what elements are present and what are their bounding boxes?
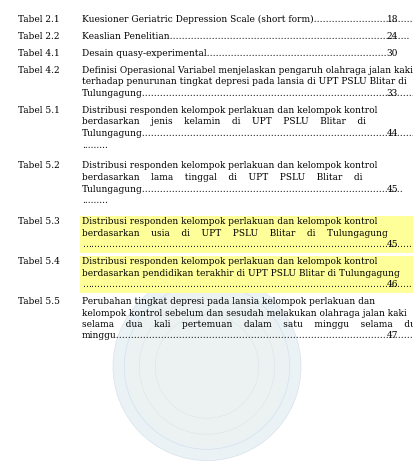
Text: Tabel 4.1: Tabel 4.1 xyxy=(18,49,59,58)
Text: Tabel 5.5: Tabel 5.5 xyxy=(18,297,60,306)
Text: 45: 45 xyxy=(385,240,397,249)
Text: Tabel 5.3: Tabel 5.3 xyxy=(18,217,59,226)
Text: 45: 45 xyxy=(385,185,397,194)
Text: Desain quasy-experimental……………………………………………………: Desain quasy-experimental………………………………………… xyxy=(82,49,386,58)
Text: 44: 44 xyxy=(386,129,397,138)
Text: Keaslian Penelitian……………………………………………………………………..: Keaslian Penelitian………………………………………………………… xyxy=(82,32,408,41)
Text: selama    dua    kali    pertemuan    dalam    satu    minggu    selama    dua: selama dua kali pertemuan dalam satu min… xyxy=(82,320,413,329)
Text: Tabel 2.2: Tabel 2.2 xyxy=(18,32,59,41)
Text: 47: 47 xyxy=(386,331,397,340)
Text: minggu…………………………………………………………………………………………: minggu………………………………………………………………………………………… xyxy=(82,331,413,340)
Ellipse shape xyxy=(127,287,286,446)
Text: 30: 30 xyxy=(386,49,397,58)
Text: Distribusi responden kelompok perlakuan dan kelompok kontrol: Distribusi responden kelompok perlakuan … xyxy=(82,217,377,226)
Text: .........: ......... xyxy=(82,196,108,205)
Text: 18: 18 xyxy=(386,15,397,24)
Text: Distribusi responden kelompok perlakuan dan kelompok kontrol: Distribusi responden kelompok perlakuan … xyxy=(82,257,377,266)
Text: .........: ......... xyxy=(82,141,108,149)
Text: Tulungagung……………………………………………………………………………: Tulungagung…………………………………………………………………………… xyxy=(82,185,403,194)
Text: berdasarkan    usia    di    UPT    PSLU    Blitar    di    Tulungagung: berdasarkan usia di UPT PSLU Blitar di T… xyxy=(82,228,387,237)
Text: berdasarkan    lama    tinggal    di    UPT    PSLU    Blitar    di: berdasarkan lama tinggal di UPT PSLU Bli… xyxy=(82,173,362,182)
FancyBboxPatch shape xyxy=(80,216,413,252)
FancyBboxPatch shape xyxy=(80,256,413,292)
Text: Definisi Operasional Variabel menjelaskan pengaruh olahraga jalan kaki: Definisi Operasional Variabel menjelaska… xyxy=(82,66,412,75)
Text: Kuesioner Geriatric Depression Scale (short form)………………………………......: Kuesioner Geriatric Depression Scale (sh… xyxy=(82,15,413,24)
Ellipse shape xyxy=(113,273,300,461)
Text: Tabel 4.2: Tabel 4.2 xyxy=(18,66,59,75)
Text: ……………………………………………………………………………………………………………: …………………………………………………………………………………………………………… xyxy=(82,240,413,249)
Text: Tabel 5.2: Tabel 5.2 xyxy=(18,162,59,171)
Text: Tabel 2.1: Tabel 2.1 xyxy=(18,15,59,24)
Text: 33: 33 xyxy=(386,89,397,98)
Text: Tabel 5.1: Tabel 5.1 xyxy=(18,106,60,115)
Text: Tulungagung………………………………………………………………………………...: Tulungagung……………………………………………………………………………… xyxy=(82,129,413,138)
Text: kelompok kontrol sebelum dan sesudah melakukan olahraga jalan kaki: kelompok kontrol sebelum dan sesudah mel… xyxy=(82,308,406,318)
Text: berdasarkan    jenis    kelamin    di    UPT    PSLU    Blitar    di: berdasarkan jenis kelamin di UPT PSLU Bl… xyxy=(82,118,365,126)
Text: Distribusi responden kelompok perlakuan dan kelompok kontrol: Distribusi responden kelompok perlakuan … xyxy=(82,162,377,171)
Text: Distribusi responden kelompok perlakuan dan kelompok kontrol: Distribusi responden kelompok perlakuan … xyxy=(82,106,377,115)
Text: 24: 24 xyxy=(386,32,397,41)
Text: Tabel 5.4: Tabel 5.4 xyxy=(18,257,60,266)
Text: Perubahan tingkat depresi pada lansia kelompok perlakuan dan: Perubahan tingkat depresi pada lansia ke… xyxy=(82,297,374,306)
Text: 46: 46 xyxy=(386,280,397,289)
Text: berdasarkan pendidikan terakhir di UPT PSLU Blitar di Tulungagung: berdasarkan pendidikan terakhir di UPT P… xyxy=(82,268,399,277)
Text: terhadap penurunan tingkat depresi pada lansia di UPT PSLU Blitar di: terhadap penurunan tingkat depresi pada … xyxy=(82,78,406,86)
Text: ………………………………………………………………………………………………..: ……………………………………………………………………………………………….. xyxy=(82,280,411,289)
Text: Tulungagung…………………………………………………………………………………: Tulungagung……………………………………………………………………………… xyxy=(82,89,413,98)
